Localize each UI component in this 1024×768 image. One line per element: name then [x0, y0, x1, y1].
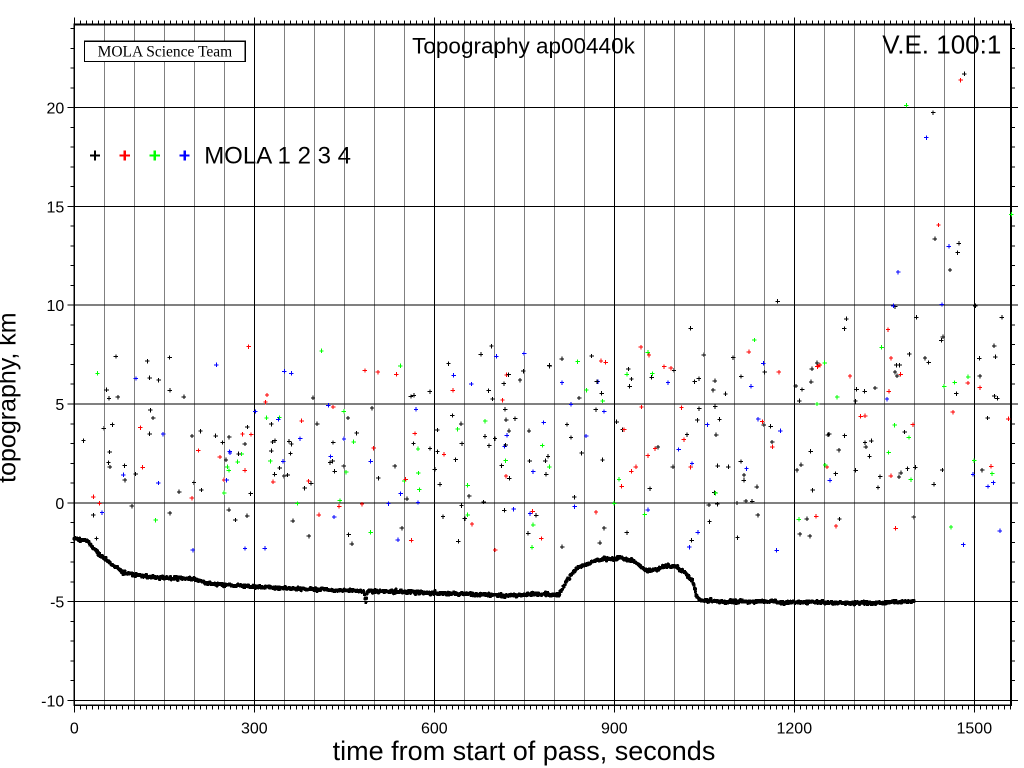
svg-text:900: 900 — [601, 720, 628, 737]
svg-text:0: 0 — [55, 496, 64, 513]
svg-text:0: 0 — [70, 720, 79, 737]
svg-text:V.E. 100:1: V.E. 100:1 — [882, 30, 1001, 60]
svg-text:Topography ap00440k: Topography ap00440k — [412, 34, 635, 59]
svg-text:MOLA Science Team: MOLA Science Team — [98, 43, 233, 60]
svg-text:20: 20 — [47, 101, 65, 118]
svg-text:10: 10 — [47, 298, 65, 315]
svg-text:-10: -10 — [41, 693, 64, 710]
svg-text:600: 600 — [421, 720, 448, 737]
svg-text:5: 5 — [55, 397, 64, 414]
svg-text:1200: 1200 — [777, 720, 813, 737]
svg-text:-5: -5 — [50, 595, 64, 612]
svg-text:MOLA 1 2 3 4: MOLA 1 2 3 4 — [204, 143, 351, 170]
svg-text:300: 300 — [241, 720, 268, 737]
svg-text:1500: 1500 — [957, 720, 993, 737]
svg-text:time from start of pass, secon: time from start of pass, seconds — [333, 736, 716, 766]
svg-text:15: 15 — [47, 199, 65, 216]
svg-text:topography, km: topography, km — [0, 312, 22, 482]
